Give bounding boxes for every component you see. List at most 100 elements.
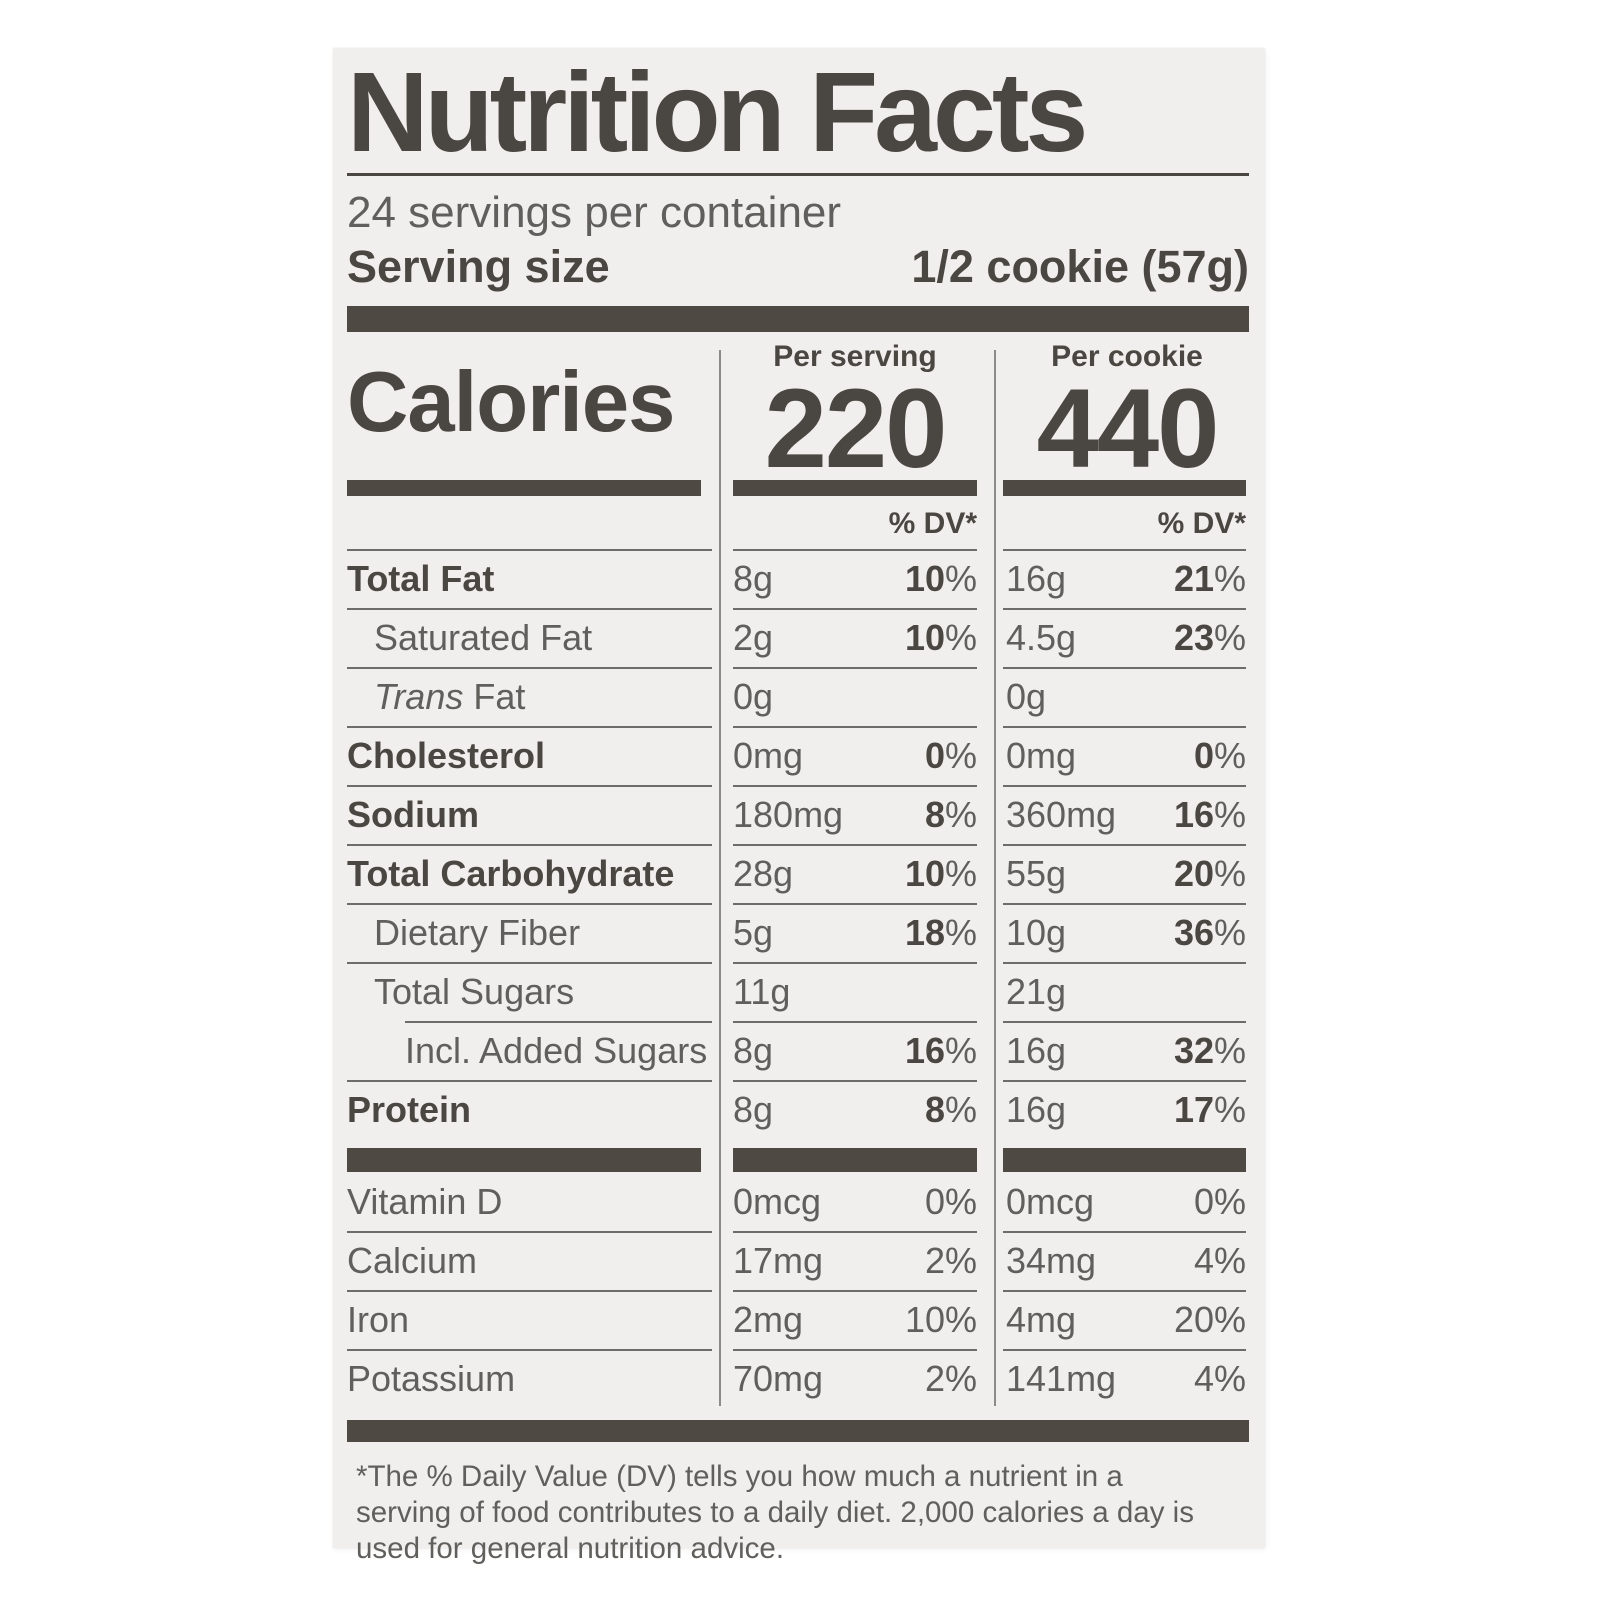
column-divider-2 [994,350,996,1406]
daily-value-header-row: % DV* % DV* [347,496,1249,549]
amount-per-cookie: 21g [1006,970,1067,1012]
amount-per-serving: 2g [733,616,774,658]
nutrient-name: Potassium [347,1357,516,1399]
nutrient-name: Trans Fat [374,675,526,717]
nutrient-name: Sodium [347,793,479,835]
amount-per-cookie: 141mg [1006,1357,1117,1399]
daily-value-per-cookie: 20% [1173,1298,1246,1340]
amount-per-serving: 5g [733,911,774,953]
daily-value-per-cookie: 17% [1173,1088,1246,1130]
micronutrient-rows: Vitamin D 0mcg 0% 0mcg 0% Calcium 17mg 2% 34mg 4%… [347,1172,1249,1408]
per-serving-header: Per serving [773,340,937,373]
calories-heading: Calories [347,355,675,450]
nutrient-name: Total Carbohydrate [347,852,675,894]
nutrient-name: Vitamin D [347,1180,503,1222]
daily-value-per-cookie: 36% [1173,911,1246,953]
nutrient-row-total-carbohydrate: Total Carbohydrate 28g 10% 55g 20% [347,844,1249,903]
daily-value-per-serving: 2% [924,1239,977,1281]
column-divider-1 [719,350,721,1406]
daily-value-per-serving: 8% [924,1088,977,1130]
amount-per-cookie: 34mg [1006,1239,1097,1281]
amount-per-serving: 11g [733,970,791,1012]
daily-value-footnote: *The % Daily Value (DV) tells you how mu… [356,1460,1194,1565]
title-divider [347,173,1249,176]
nutrient-row-trans-fat: Trans Fat 0g 0g [347,667,1249,726]
nutrient-name: Incl. Added Sugars [405,1029,708,1071]
nutrient-name: Iron [347,1298,410,1340]
nutrient-row-saturated-fat: Saturated Fat 2g 10% 4.5g 23% [347,608,1249,667]
nutrient-row-total-sugars: Total Sugars 11g 21g [347,962,1249,1021]
daily-value-per-serving: 2% [924,1357,977,1399]
amount-per-serving: 0g [733,675,774,717]
nutrient-row-iron: Iron 2mg 10% 4mg 20% [347,1290,1249,1349]
section-bar-bottom [347,1420,1249,1442]
nutrient-name: Cholesterol [347,734,546,776]
dv-header-per-serving: % DV* [888,507,977,540]
amount-per-serving: 8g [733,557,774,599]
amount-per-cookie: 0g [1006,675,1047,717]
nutrient-row-sodium: Sodium 180mg 8% 360mg 16% [347,785,1249,844]
nutrient-name: Total Fat [347,557,495,599]
serving-size-row: Serving size 1/2 cookie (57g) [347,241,1249,293]
amount-per-cookie: 4.5g [1006,616,1077,658]
amount-per-cookie: 16g [1006,1029,1067,1071]
serving-size-label: Serving size [347,241,610,292]
daily-value-per-serving: 10% [904,557,977,599]
amount-per-cookie: 55g [1006,852,1067,894]
calories-underline-bars [347,480,1249,496]
nutrient-row-vitamin-d: Vitamin D 0mcg 0% 0mcg 0% [347,1172,1249,1231]
daily-value-per-serving: 10% [904,616,977,658]
daily-value-per-cookie: 32% [1173,1029,1246,1071]
nutrient-name-italic-prefix: Trans [374,675,464,717]
daily-value-per-cookie: 16% [1173,793,1246,835]
amount-per-serving: 180mg [733,793,844,835]
nutrient-name: Dietary Fiber [374,911,581,953]
protein-underline-bars [347,1148,1249,1172]
nutrition-facts-label: Nutrition Facts 24 servings per containe… [333,48,1265,1565]
label-title: Nutrition Facts [347,49,1088,175]
amount-per-cookie: 360mg [1006,793,1117,835]
nutrient-row-calcium: Calcium 17mg 2% 34mg 4% [347,1231,1249,1290]
nutrient-name: Protein [347,1088,472,1130]
amount-per-serving: 28g [733,852,794,894]
amount-per-serving: 8g [733,1029,774,1071]
daily-value-per-serving: 0% [924,1180,977,1222]
servings-per-container: 24 servings per container [347,188,842,237]
nutrient-row-protein: Protein 8g 8% 16g 17% [347,1080,1249,1139]
amount-per-serving: 8g [733,1088,774,1130]
daily-value-per-serving: 10% [904,852,977,894]
nutrient-row-incl-added-sugars: Incl. Added Sugars 8g 16% 16g 32% [347,1021,1249,1080]
amount-per-serving: 2mg [733,1298,804,1340]
calories-section: Calories Per serving 220 Per cookie 440 [347,332,1249,491]
per-cookie-header: Per cookie [1051,340,1203,373]
amount-per-cookie: 10g [1006,911,1067,953]
section-bar-top [347,306,1249,332]
daily-value-per-cookie: 0% [1193,1180,1246,1222]
nutrition-table: Calories Per serving 220 Per cookie 440 … [347,332,1249,1408]
daily-value-per-serving: 16% [904,1029,977,1071]
amount-per-cookie: 16g [1006,557,1067,599]
amount-per-serving: 0mcg [733,1180,822,1222]
dv-header-per-cookie: % DV* [1157,507,1246,540]
nutrient-row-total-fat: Total Fat 8g 10% 16g 21% [347,549,1249,608]
calories-per-cookie-value: 440 [1036,366,1220,491]
daily-value-per-cookie: 4% [1193,1357,1246,1399]
daily-value-per-serving: 18% [904,911,977,953]
daily-value-per-cookie: 4% [1193,1239,1246,1281]
amount-per-cookie: 16g [1006,1088,1067,1130]
calories-per-serving-value: 220 [764,366,948,491]
nutrient-name: Total Sugars [374,970,575,1012]
nutrient-row-cholesterol: Cholesterol 0mg 0% 0mg 0% [347,726,1249,785]
daily-value-per-cookie: 23% [1173,616,1246,658]
nutrient-rows: Total Fat 8g 10% 16g 21% Saturated Fat 2g 10% 4.… [347,549,1249,1139]
nutrient-name: Calcium [347,1239,478,1281]
amount-per-cookie: 0mg [1006,734,1077,776]
amount-per-serving: 17mg [733,1239,824,1281]
daily-value-per-cookie: 0% [1193,734,1246,776]
amount-per-serving: 70mg [733,1357,824,1399]
nutrient-row-dietary-fiber: Dietary Fiber 5g 18% 10g 36% [347,903,1249,962]
nutrient-row-potassium: Potassium 70mg 2% 141mg 4% [347,1349,1249,1408]
nutrient-name: Saturated Fat [374,616,593,658]
daily-value-per-serving: 8% [924,793,977,835]
